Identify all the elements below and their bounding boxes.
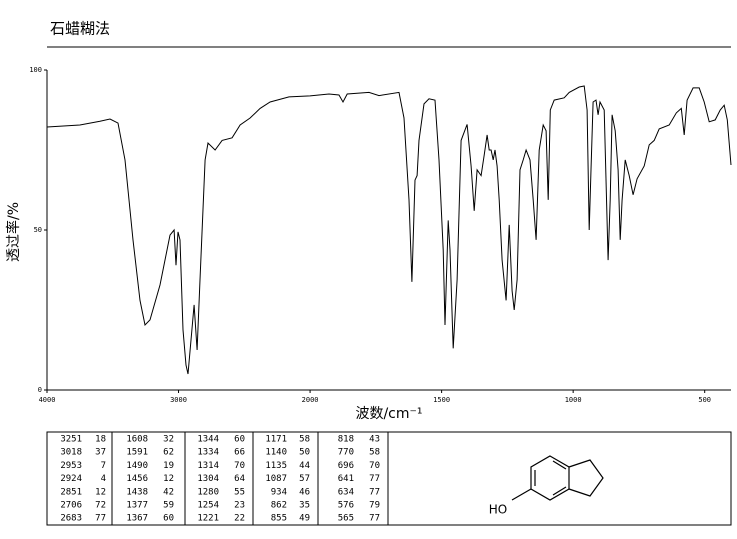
peak-transmittance: 12 xyxy=(95,487,106,497)
peak-transmittance: 79 xyxy=(369,501,380,511)
peak-wavenumber: 3251 xyxy=(60,435,82,445)
peak-transmittance: 59 xyxy=(163,501,174,511)
peak-transmittance: 72 xyxy=(95,501,106,511)
peak-wavenumber: 2706 xyxy=(60,501,82,511)
peak-wavenumber: 934 xyxy=(271,487,287,497)
peak-wavenumber: 770 xyxy=(338,448,354,458)
peak-wavenumber: 3018 xyxy=(60,448,82,458)
peak-wavenumber: 1304 xyxy=(197,474,219,484)
x-tick-label: 500 xyxy=(698,396,711,404)
peak-transmittance: 32 xyxy=(163,435,174,445)
peak-transmittance: 77 xyxy=(95,514,106,524)
x-tick-label: 4000 xyxy=(39,396,56,404)
peak-transmittance: 60 xyxy=(163,514,174,524)
peak-transmittance: 35 xyxy=(299,501,310,511)
peak-transmittance: 42 xyxy=(163,487,174,497)
peak-wavenumber: 1087 xyxy=(265,474,287,484)
peak-transmittance: 62 xyxy=(163,448,174,458)
oh-label: HO xyxy=(489,503,507,517)
peak-transmittance: 43 xyxy=(369,435,380,445)
peak-transmittance: 70 xyxy=(369,461,380,471)
peak-wavenumber: 576 xyxy=(338,501,354,511)
peak-transmittance: 4 xyxy=(101,474,106,484)
peak-wavenumber: 1438 xyxy=(126,487,148,497)
title: 石蜡糊法 xyxy=(50,20,110,38)
peak-wavenumber: 2924 xyxy=(60,474,82,484)
peak-transmittance: 64 xyxy=(234,474,245,484)
peak-wavenumber: 1140 xyxy=(265,448,287,458)
peak-transmittance: 70 xyxy=(234,461,245,471)
peak-wavenumber: 855 xyxy=(271,514,287,524)
spectrum xyxy=(46,85,732,375)
y-tick-label: 0 xyxy=(38,386,42,394)
peak-transmittance: 44 xyxy=(299,461,310,471)
peak-transmittance: 58 xyxy=(369,448,380,458)
peak-wavenumber: 818 xyxy=(338,435,354,445)
peak-transmittance: 57 xyxy=(299,474,310,484)
peak-wavenumber: 2683 xyxy=(60,514,82,524)
peak-transmittance: 77 xyxy=(369,487,380,497)
peak-wavenumber: 2851 xyxy=(60,487,82,497)
peak-transmittance: 12 xyxy=(163,474,174,484)
y-tick-label: 50 xyxy=(34,226,42,234)
peak-wavenumber: 1490 xyxy=(126,461,148,471)
x-tick-label: 3000 xyxy=(170,396,187,404)
peak-wavenumber: 1314 xyxy=(197,461,219,471)
peak-wavenumber: 1456 xyxy=(126,474,148,484)
peak-wavenumber: 565 xyxy=(338,514,354,524)
peak-wavenumber: 1254 xyxy=(197,501,219,511)
peak-wavenumber: 1591 xyxy=(126,448,148,458)
peak-transmittance: 77 xyxy=(369,474,380,484)
x-tick-label: 2000 xyxy=(302,396,319,404)
peak-transmittance: 58 xyxy=(299,435,310,445)
peak-wavenumber: 1221 xyxy=(197,514,219,524)
table-frame xyxy=(46,431,732,526)
peak-wavenumber: 1608 xyxy=(126,435,148,445)
peak-transmittance: 77 xyxy=(369,514,380,524)
x-tick-label: 1500 xyxy=(433,396,450,404)
peak-transmittance: 22 xyxy=(234,514,245,524)
peak-wavenumber: 641 xyxy=(338,474,354,484)
x-label: 波数/cm⁻¹ xyxy=(355,406,422,422)
peak-transmittance: 66 xyxy=(234,448,245,458)
peak-transmittance: 60 xyxy=(234,435,245,445)
peak-wavenumber: 1171 xyxy=(265,435,287,445)
table-dividers xyxy=(111,432,389,525)
x-tick-label: 1000 xyxy=(565,396,582,404)
peak-wavenumber: 1344 xyxy=(197,435,219,445)
peak-transmittance: 7 xyxy=(101,461,106,471)
peak-wavenumber: 696 xyxy=(338,461,354,471)
y-tick-label: 100 xyxy=(29,66,42,74)
peak-wavenumber: 1367 xyxy=(126,514,148,524)
peak-wavenumber: 634 xyxy=(338,487,354,497)
peak-transmittance: 46 xyxy=(299,487,310,497)
peak-transmittance: 18 xyxy=(95,435,106,445)
peak-transmittance: 37 xyxy=(95,448,106,458)
molecule xyxy=(511,455,604,501)
peak-wavenumber: 1377 xyxy=(126,501,148,511)
peak-wavenumber: 862 xyxy=(271,501,287,511)
y-label: 透过率/% xyxy=(5,202,22,262)
peak-transmittance: 55 xyxy=(234,487,245,497)
peak-transmittance: 19 xyxy=(163,461,174,471)
peak-wavenumber: 1280 xyxy=(197,487,219,497)
peak-wavenumber: 2953 xyxy=(60,461,82,471)
peak-wavenumber: 1334 xyxy=(197,448,219,458)
peak-transmittance: 23 xyxy=(234,501,245,511)
peak-wavenumber: 1135 xyxy=(265,461,287,471)
peak-transmittance: 49 xyxy=(299,514,310,524)
peak-transmittance: 50 xyxy=(299,448,310,458)
